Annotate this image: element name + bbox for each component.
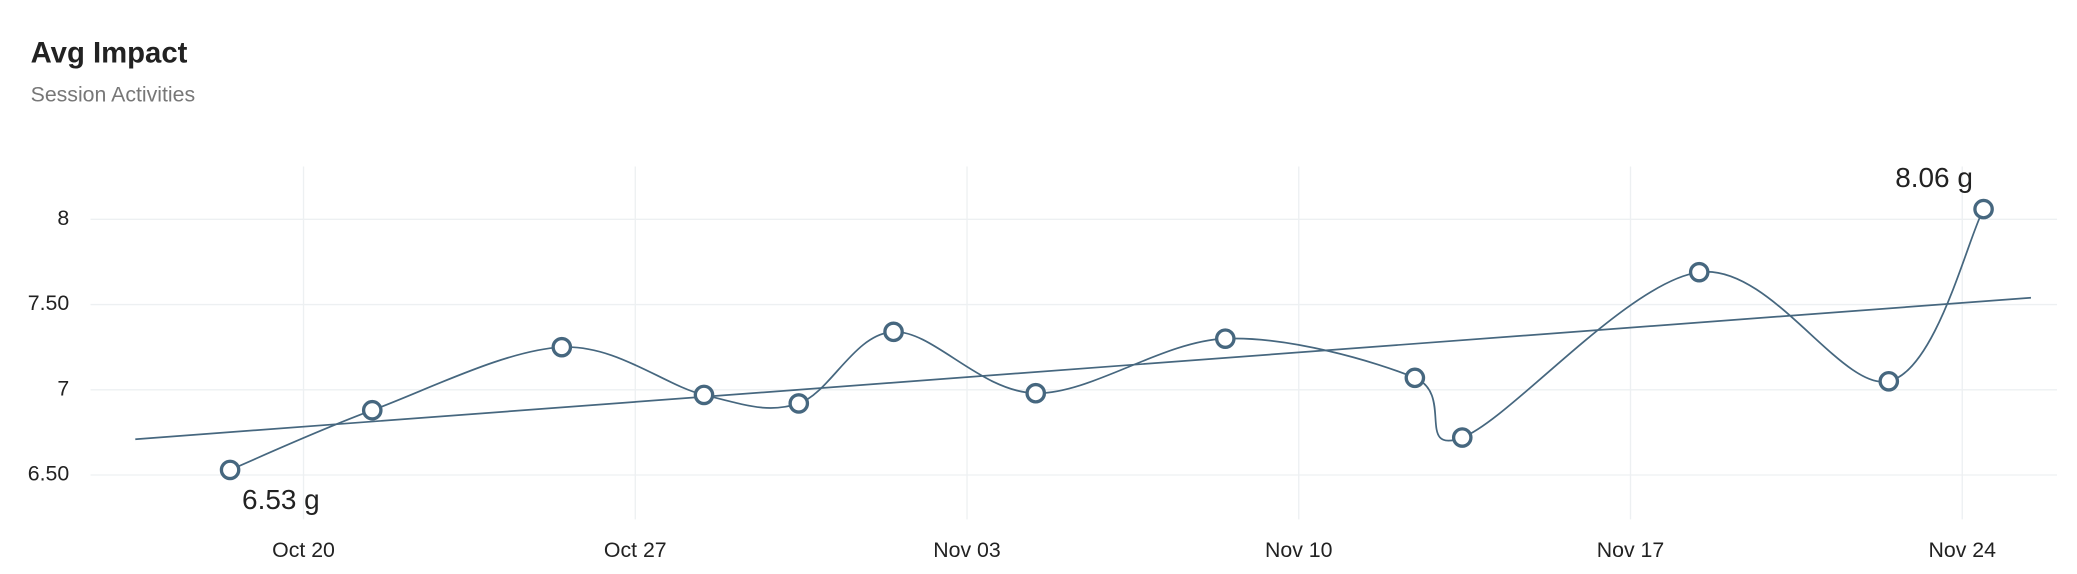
data-point (1688, 261, 1710, 283)
data-point (1214, 328, 1236, 349)
data-point (219, 459, 241, 481)
x-tick-label: Oct 20 (272, 538, 335, 562)
data-point (1025, 382, 1047, 404)
data-point (788, 393, 810, 414)
data-point (883, 321, 904, 343)
x-tick-label: Nov 10 (1265, 538, 1333, 562)
value-label: 8.06 g (1895, 162, 1973, 193)
x-tick-label: Nov 24 (1929, 538, 1997, 562)
data-point (1404, 367, 1426, 389)
data-point (693, 384, 715, 406)
trend-line (135, 296, 2032, 441)
data-point (361, 399, 383, 421)
chart-subtitle: Session Activities (31, 83, 196, 107)
data-point (1973, 198, 1994, 220)
y-tick-label: 6.50 (28, 462, 70, 486)
data-line (229, 208, 1985, 471)
value-label: 6.53 g (242, 484, 320, 515)
data-point (1451, 427, 1473, 448)
x-tick-label: Nov 03 (933, 538, 1000, 562)
data-point (1878, 370, 1900, 392)
data-point (551, 336, 573, 358)
x-tick-label: Nov 17 (1597, 538, 1664, 562)
y-tick-label: 7 (57, 376, 69, 400)
x-tick-label: Oct 27 (604, 538, 667, 562)
y-tick-label: 7.50 (28, 291, 70, 315)
y-tick-label: 8 (57, 206, 69, 230)
chart-title: Avg Impact (31, 36, 188, 69)
